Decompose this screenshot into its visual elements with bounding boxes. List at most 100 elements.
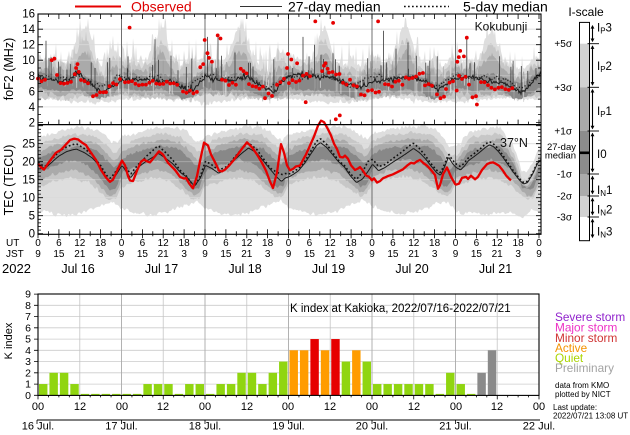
svg-text:2: 2 bbox=[29, 117, 35, 129]
svg-text:00: 00 bbox=[533, 401, 545, 413]
svg-text:10: 10 bbox=[22, 193, 35, 205]
svg-text:15: 15 bbox=[137, 249, 149, 260]
svg-text:3: 3 bbox=[348, 249, 354, 260]
svg-text:6: 6 bbox=[223, 238, 229, 249]
svg-text:00: 00 bbox=[32, 401, 44, 413]
svg-text:Severe storm: Severe storm bbox=[555, 310, 625, 324]
svg-text:21: 21 bbox=[325, 249, 337, 260]
svg-text:15: 15 bbox=[387, 249, 399, 260]
svg-text:6: 6 bbox=[29, 86, 35, 98]
svg-text:3: 3 bbox=[515, 249, 521, 260]
svg-text:12: 12 bbox=[408, 401, 420, 413]
svg-text:00: 00 bbox=[116, 401, 128, 413]
svg-text:6: 6 bbox=[56, 238, 62, 249]
svg-text:-3σ: -3σ bbox=[557, 213, 573, 224]
svg-text:5: 5 bbox=[29, 211, 35, 223]
svg-text:+3σ: +3σ bbox=[554, 83, 572, 94]
svg-text:18: 18 bbox=[346, 238, 358, 249]
svg-text:18: 18 bbox=[262, 238, 274, 249]
svg-text:median: median bbox=[545, 151, 576, 162]
svg-text:10: 10 bbox=[22, 55, 35, 67]
svg-text:Major storm: Major storm bbox=[555, 320, 617, 334]
svg-text:IN2: IN2 bbox=[597, 205, 612, 218]
svg-text:21: 21 bbox=[492, 249, 504, 260]
svg-text:0: 0 bbox=[25, 390, 31, 402]
svg-text:3: 3 bbox=[432, 249, 438, 260]
svg-text:14: 14 bbox=[22, 24, 35, 36]
svg-text:12: 12 bbox=[241, 401, 253, 413]
svg-text:21: 21 bbox=[158, 249, 170, 260]
svg-text:8: 8 bbox=[25, 300, 31, 312]
svg-text:Preliminary: Preliminary bbox=[555, 361, 614, 375]
svg-text:00: 00 bbox=[450, 401, 462, 413]
svg-text:15: 15 bbox=[220, 249, 232, 260]
svg-text:22 Jul.: 22 Jul. bbox=[523, 421, 555, 433]
svg-text:12: 12 bbox=[408, 238, 420, 249]
svg-text:Observed: Observed bbox=[131, 0, 192, 15]
svg-text:9: 9 bbox=[369, 249, 375, 260]
svg-text:17 Jul.: 17 Jul. bbox=[105, 421, 137, 433]
svg-text:37°N: 37°N bbox=[500, 136, 528, 150]
svg-text:6: 6 bbox=[307, 238, 313, 249]
svg-text:Last update:: Last update: bbox=[553, 403, 597, 412]
svg-text:3: 3 bbox=[98, 249, 104, 260]
svg-text:3: 3 bbox=[25, 356, 31, 368]
svg-text:IN1: IN1 bbox=[597, 185, 612, 198]
svg-text:18: 18 bbox=[429, 238, 441, 249]
svg-text:15: 15 bbox=[304, 249, 316, 260]
svg-text:6: 6 bbox=[474, 238, 480, 249]
svg-text:0: 0 bbox=[202, 238, 208, 249]
svg-text:-1σ: -1σ bbox=[557, 170, 573, 181]
svg-text:Jul 16: Jul 16 bbox=[61, 262, 94, 276]
svg-text:TEC (TECU): TEC (TECU) bbox=[2, 145, 16, 216]
svg-text:Jul 18: Jul 18 bbox=[228, 262, 261, 276]
svg-text:19 Jul.: 19 Jul. bbox=[272, 421, 304, 433]
svg-text:Jul 17: Jul 17 bbox=[145, 262, 178, 276]
svg-text:00: 00 bbox=[366, 401, 378, 413]
svg-text:21: 21 bbox=[241, 249, 253, 260]
svg-text:3: 3 bbox=[181, 249, 187, 260]
svg-text:IN3: IN3 bbox=[597, 227, 612, 240]
svg-text:3: 3 bbox=[265, 249, 271, 260]
svg-text:2022: 2022 bbox=[2, 261, 31, 276]
svg-text:21 Jul.: 21 Jul. bbox=[439, 421, 471, 433]
svg-text:Kokubunji: Kokubunji bbox=[475, 20, 528, 34]
svg-text:15: 15 bbox=[53, 249, 65, 260]
svg-text:15: 15 bbox=[471, 249, 483, 260]
svg-text:Active: Active bbox=[555, 341, 588, 355]
svg-text:2: 2 bbox=[25, 367, 31, 379]
svg-text:00: 00 bbox=[282, 401, 294, 413]
svg-text:21: 21 bbox=[408, 249, 420, 260]
svg-text:UT: UT bbox=[6, 238, 19, 249]
svg-text:21: 21 bbox=[74, 249, 86, 260]
svg-text:4: 4 bbox=[29, 102, 36, 114]
svg-text:plotted by NICT: plotted by NICT bbox=[555, 390, 611, 399]
svg-text:27-day: 27-day bbox=[547, 142, 576, 153]
svg-text:Minor storm: Minor storm bbox=[555, 331, 617, 345]
svg-text:16: 16 bbox=[22, 9, 35, 21]
svg-text:8: 8 bbox=[29, 71, 35, 83]
svg-text:5-day median: 5-day median bbox=[463, 0, 548, 15]
svg-text:0: 0 bbox=[286, 238, 292, 249]
svg-text:0: 0 bbox=[369, 238, 375, 249]
svg-text:9: 9 bbox=[202, 249, 208, 260]
svg-text:9: 9 bbox=[453, 249, 459, 260]
svg-text:I0: I0 bbox=[597, 149, 607, 161]
svg-text:+5σ: +5σ bbox=[554, 39, 572, 50]
svg-text:K index at Kakioka, 2022/07/16: K index at Kakioka, 2022/07/16-2022/07/2… bbox=[290, 303, 511, 315]
svg-text:20: 20 bbox=[22, 157, 35, 169]
svg-text:9: 9 bbox=[25, 289, 31, 301]
svg-text:IP3: IP3 bbox=[597, 23, 612, 36]
svg-text:15: 15 bbox=[22, 175, 35, 187]
svg-text:7: 7 bbox=[25, 311, 31, 323]
svg-text:-2σ: -2σ bbox=[557, 192, 573, 203]
svg-text:12: 12 bbox=[22, 40, 35, 52]
svg-text:9: 9 bbox=[35, 249, 41, 260]
svg-text:18: 18 bbox=[179, 238, 191, 249]
svg-text:+1σ: +1σ bbox=[554, 127, 572, 138]
svg-text:9: 9 bbox=[286, 249, 292, 260]
svg-text:5: 5 bbox=[25, 334, 31, 346]
svg-text:0: 0 bbox=[119, 238, 125, 249]
svg-text:2022/07/21 13:08 UT: 2022/07/21 13:08 UT bbox=[553, 412, 628, 421]
svg-text:6: 6 bbox=[25, 322, 31, 334]
